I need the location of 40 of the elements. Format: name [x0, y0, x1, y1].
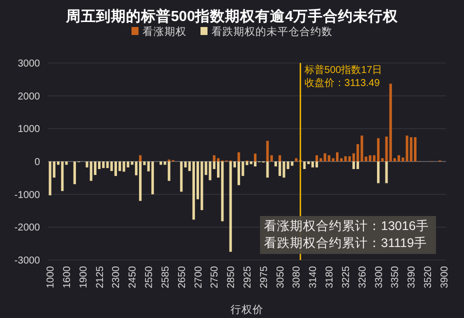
x-tick-label: 1000	[46, 266, 57, 288]
x-tick-label: 3350	[390, 266, 402, 288]
x-tick-label: 3390	[406, 266, 418, 288]
legend-label: 看涨期权	[142, 25, 186, 38]
x-tick-label: 2650	[176, 266, 188, 288]
annotation: 标普500指数17日	[303, 64, 382, 76]
x-tick-label: 2125	[94, 266, 106, 288]
x-tick-label: 3140	[308, 266, 320, 288]
annotation: 看跌期权合约累计：31119手	[264, 236, 427, 250]
y-tick-label: 3000	[18, 58, 40, 70]
y-tick-label: 1000	[18, 124, 40, 136]
x-tick-label: 2850	[226, 266, 238, 288]
annotation: 看涨期权合约累计：13016手	[264, 219, 429, 233]
x-tick-label: 2700	[193, 266, 204, 288]
x-tick-label: 2450	[128, 266, 139, 288]
x-tick-label: 3900	[439, 266, 450, 288]
y-tick-label: 2000	[18, 91, 40, 102]
y-tick-label: 0	[34, 157, 40, 168]
x-tick-label: 3080	[292, 266, 303, 288]
y-tick-label: -1000	[14, 190, 40, 201]
x-tick-label: 3180	[324, 266, 336, 288]
x-tick-label: 1900	[78, 266, 90, 288]
x-tick-label: 2750	[210, 266, 221, 288]
annotation: 收盘价：3113.49	[304, 77, 380, 89]
x-tick-label: 2585	[160, 266, 172, 288]
x-tick-label: 3300	[374, 266, 385, 288]
x-tick-label: 3260	[357, 266, 368, 288]
legend-label: 看跌期权的未平仓合约数	[212, 25, 332, 38]
chart-title: 周五到期的标普500指数期权有逾4万手合约未行权	[64, 7, 400, 25]
x-tick-label: 3520	[423, 266, 434, 288]
x-tick-label: 3050	[275, 266, 286, 288]
x-tick-label: 2925	[242, 266, 254, 288]
x-tick-label: 2300	[111, 266, 122, 288]
y-tick-label: -3000	[14, 256, 40, 266]
x-tick-label: 2550	[144, 266, 156, 288]
x-tick-label: 3225	[340, 266, 352, 288]
x-tick-label: 2975	[258, 266, 270, 288]
x-tick-label: 1600	[62, 266, 73, 288]
y-tick-label: -2000	[14, 222, 40, 234]
x-axis-title: 行权价	[230, 304, 264, 316]
